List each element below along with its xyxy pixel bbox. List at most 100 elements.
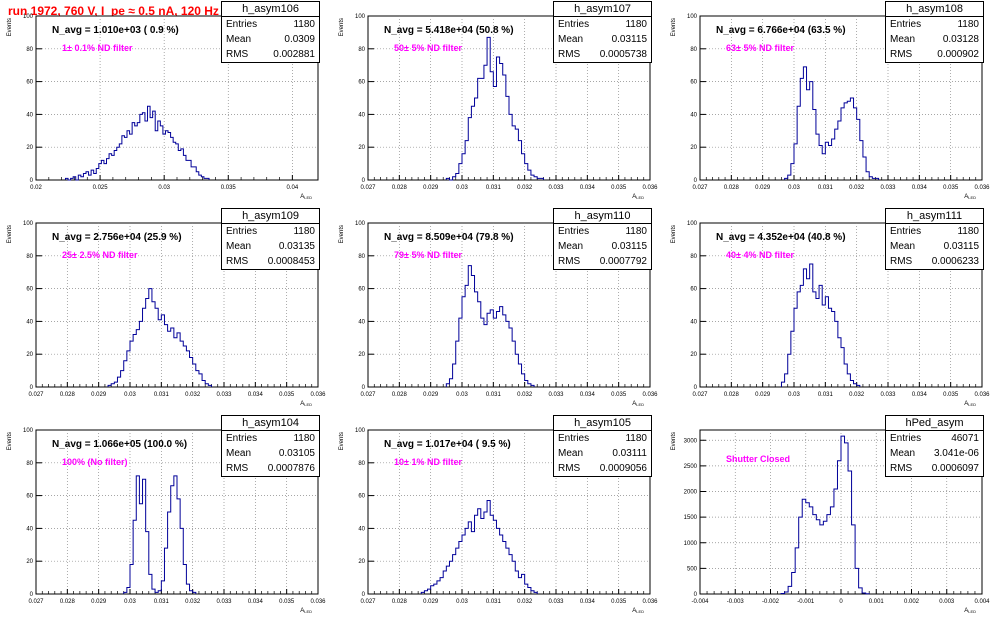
stats-box: h_asym111 Entries 1180 Mean 0.03115 RMS 0.0006… — [885, 208, 984, 270]
x-tick-label: 0.028 — [60, 599, 76, 605]
run-title: run 1972, 760 V, I_pe ≈ 0.5 nA, 120 Hz — [8, 4, 219, 18]
hist-name: h_asym111 — [886, 209, 983, 224]
stats-value-mean: 0.03111 — [612, 448, 647, 459]
x-tick-label: 0.027 — [692, 185, 708, 191]
x-tick-label: 0.036 — [642, 185, 658, 191]
stats-value-rms: 0.000902 — [937, 49, 979, 60]
y-tick-label: 20 — [690, 145, 697, 151]
x-tick-label: 0.031 — [818, 392, 834, 398]
histogram-pad: 0.027 0.028 0.029 0.03 0.031 0.032 0.033 0.034 0… — [332, 207, 664, 414]
y-tick-label: 500 — [687, 566, 698, 572]
stats-value-mean: 0.03115 — [611, 241, 647, 252]
stats-value-mean: 3.041e-06 — [933, 448, 979, 459]
x-tick-label: -0.003 — [727, 599, 745, 605]
stats-value-entries: 46071 — [951, 433, 979, 444]
histogram-pad: 0.027 0.028 0.029 0.03 0.031 0.032 0.033 0.034 0… — [664, 207, 996, 414]
y-tick-label: 20 — [358, 559, 365, 565]
y-tick-label: 0 — [362, 592, 366, 598]
y-tick-label: 40 — [358, 112, 365, 118]
x-tick-label: 0.03 — [788, 185, 800, 191]
filter-label: 63± 5% ND filter — [726, 43, 794, 53]
y-tick-label: 60 — [358, 494, 365, 500]
y-tick-label: 80 — [690, 254, 697, 260]
filter-label: 40± 4% ND filter — [726, 250, 794, 260]
stats-key-mean: Mean — [558, 241, 584, 252]
filter-label: Shutter Closed — [726, 454, 791, 464]
stats-key-rms: RMS — [558, 49, 581, 60]
x-axis-label: ALED — [300, 194, 312, 200]
x-tick-label: 0.036 — [310, 392, 326, 398]
stats-row-entries: Entries 1180 — [222, 224, 319, 239]
x-axis-label: ALED — [632, 608, 644, 614]
x-tick-label: 0.032 — [517, 599, 533, 605]
x-tick-label: 0.03 — [124, 599, 136, 605]
x-tick-label: 0.035 — [279, 599, 295, 605]
stats-row-rms: RMS 0.0006233 — [886, 254, 983, 269]
y-tick-label: 80 — [26, 254, 33, 260]
y-tick-label: 20 — [358, 145, 365, 151]
y-tick-label: 0 — [362, 385, 366, 391]
stats-value-entries: 1180 — [293, 433, 315, 444]
y-tick-label: 100 — [355, 221, 366, 227]
y-tick-label: 20 — [26, 145, 33, 151]
stats-value-rms: 0.0008453 — [267, 256, 315, 267]
y-tick-label: 100 — [355, 14, 366, 20]
x-tick-label: 0.035 — [943, 392, 959, 398]
stats-row-entries: Entries 1180 — [886, 17, 983, 32]
y-tick-label: 0 — [694, 178, 698, 184]
histogram-line — [64, 105, 210, 181]
y-tick-label: 100 — [23, 14, 34, 20]
x-tick-label: 0.004 — [974, 599, 990, 605]
x-tick-label: 0.036 — [974, 392, 990, 398]
stats-row-entries: Entries 1180 — [222, 431, 319, 446]
stats-row-rms: RMS 0.0007792 — [554, 254, 651, 269]
x-tick-label: 0.034 — [248, 392, 264, 398]
y-axis-label: Events — [7, 225, 13, 243]
y-tick-label: 0 — [30, 385, 34, 391]
stats-row-entries: Entries 1180 — [554, 224, 651, 239]
x-tick-label: 0.033 — [548, 185, 564, 191]
y-tick-label: 60 — [690, 287, 697, 293]
y-axis-label: Events — [339, 432, 345, 450]
x-tick-label: 0.028 — [392, 392, 408, 398]
stats-row-rms: RMS 0.000902 — [886, 47, 983, 62]
x-tick-label: 0.035 — [611, 185, 627, 191]
histogram-pad: 0.027 0.028 0.029 0.03 0.031 0.032 0.033 0.034 0… — [332, 414, 664, 621]
y-tick-label: 1500 — [684, 515, 698, 521]
x-tick-label: -0.004 — [691, 599, 709, 605]
x-tick-label: 0.03 — [124, 392, 136, 398]
stats-row-entries: Entries 1180 — [554, 431, 651, 446]
x-tick-label: 0.03 — [788, 392, 800, 398]
x-tick-label: 0.034 — [248, 599, 264, 605]
x-tick-label: 0.027 — [28, 392, 44, 398]
histogram-line — [780, 263, 861, 387]
stats-value-rms: 0.002881 — [273, 49, 315, 60]
stats-key-rms: RMS — [226, 49, 249, 60]
y-tick-label: 20 — [358, 352, 365, 358]
filter-label: 100% (No filter) — [62, 457, 128, 467]
stats-key-entries: Entries — [558, 226, 590, 237]
stats-row-mean: Mean 0.03111 — [554, 446, 651, 461]
hist-name: hPed_asym — [886, 416, 983, 431]
x-tick-label: 0.035 — [611, 599, 627, 605]
y-tick-label: 80 — [26, 461, 33, 467]
stats-key-rms: RMS — [226, 256, 249, 267]
stats-box: h_asym107 Entries 1180 Mean 0.03115 RMS 0.0005… — [553, 1, 652, 63]
hist-name: h_asym107 — [554, 2, 651, 17]
hist-name: h_asym104 — [222, 416, 319, 431]
x-tick-label: 0.035 — [221, 185, 237, 191]
stats-row-rms: RMS 0.0008453 — [222, 254, 319, 269]
stats-value-entries: 1180 — [293, 226, 315, 237]
histogram-pad: 0.027 0.028 0.029 0.03 0.031 0.032 0.033 0.034 0… — [0, 207, 332, 414]
x-tick-label: 0.031 — [154, 599, 170, 605]
y-tick-label: 2000 — [684, 490, 698, 496]
y-axis-label: Events — [671, 18, 677, 36]
stats-row-mean: Mean 0.03105 — [222, 446, 319, 461]
x-tick-label: 0.036 — [642, 599, 658, 605]
stats-row-rms: RMS 0.002881 — [222, 47, 319, 62]
x-tick-label: 0.029 — [755, 392, 771, 398]
x-tick-label: 0.034 — [912, 185, 928, 191]
y-tick-label: 60 — [26, 287, 33, 293]
x-tick-label: 0.034 — [580, 392, 596, 398]
x-tick-label: 0.033 — [880, 185, 896, 191]
